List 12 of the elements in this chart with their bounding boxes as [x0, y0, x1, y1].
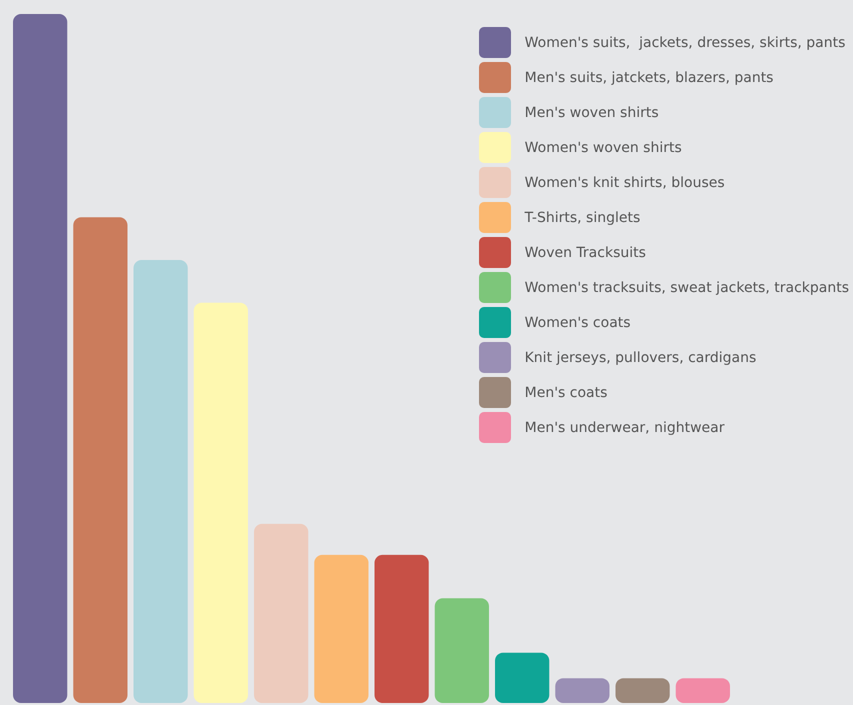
legend-label: Woven Tracksuits — [524, 244, 646, 260]
legend-label: Women's woven shirts — [524, 140, 682, 156]
legend-label: Knit jerseys, pullovers, cardigans — [524, 350, 756, 366]
legend-label: Men's underwear, nightwear — [524, 420, 724, 436]
legend-label: Women's knit shirts, blouses — [524, 174, 725, 190]
legend-label: Men's woven shirts — [524, 104, 659, 120]
legend-label: Women's coats — [524, 314, 631, 330]
legend-label: T-Shirts, singlets — [524, 210, 640, 226]
legend-label: Men's coats — [524, 384, 608, 400]
legend-label: Women's suits, jackets, dresses, skirts, pants — [524, 34, 846, 50]
legend-label: Men's suits, jatckets, blazers, pants — [524, 70, 774, 86]
legend-label: Women's tracksuits, sweat jackets, trackpants — [524, 280, 849, 296]
